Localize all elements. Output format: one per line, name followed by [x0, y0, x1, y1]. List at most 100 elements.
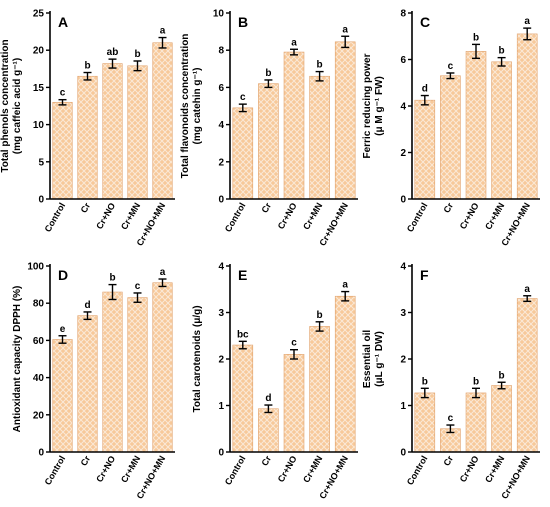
- x-tick-label: Cr+NO: [276, 454, 299, 484]
- y-tick-label: 4: [218, 262, 224, 273]
- bar: [152, 282, 173, 453]
- y-tick-label: 6: [400, 55, 406, 66]
- y-axis-label: (mg catehin g⁻¹): [192, 68, 203, 145]
- y-tick-label: 80: [33, 299, 45, 310]
- y-tick-label: 20: [33, 46, 45, 57]
- bar: [414, 392, 436, 453]
- y-axis-label: Total carotenoids (μ/g): [192, 305, 203, 412]
- x-tick-label: Cr+NO: [94, 454, 117, 484]
- bar: [334, 41, 356, 200]
- bar: [465, 51, 487, 200]
- x-tick-label: Control: [405, 454, 430, 487]
- significance-letter: a: [524, 284, 530, 295]
- x-tick-label: Cr: [441, 454, 455, 468]
- significance-letter: b: [317, 310, 323, 321]
- significance-letter: e: [60, 324, 66, 335]
- y-axis-label: Total flavonoids concentration: [180, 34, 191, 179]
- bar: [309, 75, 330, 200]
- significance-letter: ab: [107, 47, 119, 58]
- bar: [491, 61, 512, 200]
- bar: [102, 63, 123, 200]
- x-tick-label: Cr: [79, 454, 93, 468]
- significance-letter: b: [422, 376, 428, 387]
- y-tick-label: 2: [218, 355, 224, 366]
- y-tick-label: 0: [400, 195, 406, 206]
- significance-letter: b: [134, 49, 140, 60]
- x-tick-label: Cr+MN: [119, 201, 142, 231]
- y-tick-label: 3: [218, 308, 224, 319]
- significance-letter: b: [265, 68, 271, 79]
- panel-label: D: [58, 267, 68, 283]
- significance-letter: a: [342, 280, 348, 291]
- y-axis-label: (μL g⁻¹ DW): [374, 331, 385, 387]
- panel-label: F: [420, 267, 429, 283]
- y-tick-label: 0: [38, 195, 44, 206]
- y-axis-label: (mg caffeic acid g⁻¹): [12, 58, 23, 154]
- y-tick-label: 20: [33, 410, 45, 421]
- x-tick-label: Cr: [79, 201, 93, 215]
- x-tick-label: Control: [223, 454, 248, 487]
- y-tick-label: 60: [33, 336, 45, 347]
- bar: [77, 315, 98, 453]
- y-tick-label: 2: [400, 355, 406, 366]
- y-tick-label: 100: [27, 262, 44, 273]
- significance-letter: a: [524, 16, 530, 27]
- y-tick-label: 2: [218, 157, 224, 168]
- y-axis-label: Total phenols concentration: [0, 39, 11, 172]
- bar: [232, 344, 254, 453]
- significance-letter: c: [448, 413, 454, 424]
- bar: [283, 354, 305, 453]
- y-tick-label: 6: [218, 83, 224, 94]
- bar: [440, 75, 461, 200]
- y-tick-label: 4: [400, 262, 406, 273]
- significance-letter: c: [60, 88, 66, 99]
- significance-letter: c: [135, 281, 141, 292]
- y-axis-label: (μ M g⁻¹ FW): [374, 76, 385, 136]
- x-tick-label: Cr+NO: [276, 201, 299, 231]
- y-tick-label: 5: [38, 157, 44, 168]
- y-tick-label: 0: [218, 448, 224, 459]
- y-tick-label: 15: [33, 83, 45, 94]
- x-tick-label: Control: [43, 454, 68, 487]
- y-tick-label: 2: [400, 148, 406, 159]
- x-tick-label: Cr: [441, 201, 455, 215]
- x-tick-label: Cr: [259, 454, 273, 468]
- significance-letter: a: [160, 267, 166, 278]
- bar: [127, 297, 148, 453]
- bar: [258, 83, 279, 200]
- x-tick-label: Cr: [259, 201, 273, 215]
- significance-letter: b: [499, 370, 505, 381]
- panel-label: E: [238, 267, 247, 283]
- y-tick-label: 25: [33, 9, 45, 20]
- y-tick-label: 0: [38, 448, 44, 459]
- x-tick-label: Control: [223, 201, 248, 234]
- significance-letter: b: [473, 376, 479, 387]
- y-tick-label: 0: [400, 448, 406, 459]
- y-tick-label: 4: [218, 120, 224, 131]
- bar: [283, 51, 305, 200]
- y-tick-label: 0: [218, 195, 224, 206]
- significance-letter: c: [240, 92, 246, 103]
- bar: [491, 385, 512, 453]
- significance-letter: b: [317, 60, 323, 71]
- significance-letter: d: [422, 84, 428, 95]
- y-axis-label: Antioxidant capacity DPPH (%): [12, 286, 23, 433]
- bar: [309, 326, 330, 453]
- bar: [516, 33, 538, 200]
- significance-letter: b: [499, 46, 505, 57]
- significance-letter: a: [342, 24, 348, 35]
- bar: [52, 101, 73, 200]
- y-tick-label: 3: [400, 308, 406, 319]
- panel-label: B: [238, 14, 248, 30]
- panel-label: A: [58, 14, 68, 30]
- y-axis-label: Ferric reducing power: [362, 53, 373, 158]
- significance-letter: d: [265, 393, 271, 404]
- significance-letter: b: [473, 32, 479, 43]
- y-tick-label: 4: [400, 102, 406, 113]
- bar: [77, 75, 98, 200]
- bar: [334, 295, 356, 453]
- bar: [465, 392, 487, 453]
- panel-label: C: [420, 14, 430, 30]
